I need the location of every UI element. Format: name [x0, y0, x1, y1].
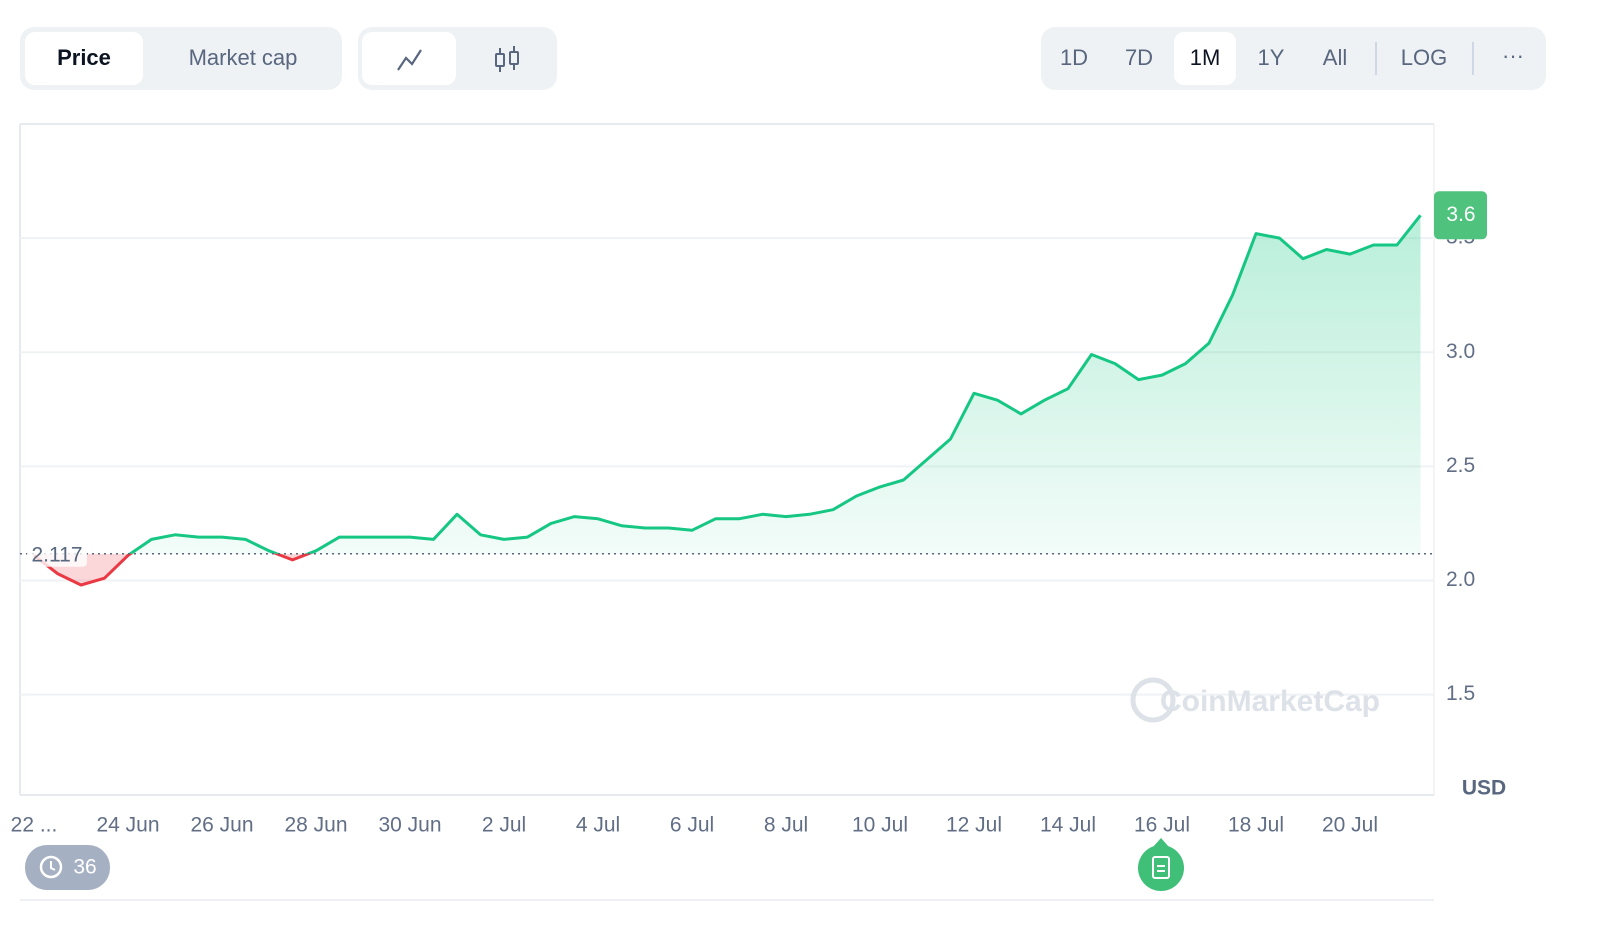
- y-tick-label: 2.5: [1446, 454, 1475, 477]
- range-1m[interactable]: 1M: [1190, 45, 1221, 70]
- x-tick-label: 24 Jun: [96, 814, 159, 837]
- line-icon: [397, 49, 422, 71]
- news-marker[interactable]: [1138, 838, 1184, 891]
- x-tick-label: 6 Jul: [670, 814, 714, 837]
- range-1d[interactable]: 1D: [1060, 45, 1088, 70]
- x-tick-label: 22 ...: [11, 814, 58, 837]
- range-7d[interactable]: 7D: [1125, 45, 1153, 70]
- tab-selected[interactable]: [25, 32, 143, 85]
- y-tick-label: 1.5: [1446, 682, 1475, 705]
- log-toggle[interactable]: LOG: [1401, 45, 1447, 70]
- range-1y[interactable]: 1Y: [1258, 45, 1285, 70]
- range-selected[interactable]: [1174, 32, 1236, 85]
- clock-hand: [50, 861, 56, 871]
- x-tick-label: 20 Jul: [1322, 814, 1378, 837]
- tab-price[interactable]: Price: [57, 45, 111, 70]
- clock-icon: [39, 855, 63, 879]
- x-tick-label: 4 Jul: [576, 814, 620, 837]
- more-button[interactable]: ···: [1502, 43, 1524, 68]
- doc-icon: [1152, 856, 1170, 879]
- x-tick-label: 8 Jul: [764, 814, 808, 837]
- current-price-label: 3.6: [1446, 203, 1475, 226]
- x-tick-label: 16 Jul: [1134, 814, 1190, 837]
- x-tick-label: 26 Jun: [190, 814, 253, 837]
- range-group: 1D 7D 1M 1Y All LOG ···: [1041, 27, 1546, 90]
- history-badge[interactable]: 36: [25, 845, 110, 890]
- tab-market-cap[interactable]: Market cap: [189, 45, 298, 70]
- badge-bg[interactable]: [25, 845, 110, 890]
- x-tick-label: 10 Jul: [852, 814, 908, 837]
- x-tick-label: 18 Jul: [1228, 814, 1284, 837]
- price-line-up: [127, 214, 1422, 554]
- tab-group: Price Market cap: [20, 27, 342, 90]
- x-tick-label: 2 Jul: [482, 814, 526, 837]
- baseline-label-bg: [27, 540, 87, 567]
- y-tick-label: 2.0: [1446, 568, 1475, 591]
- x-tick-label: 12 Jul: [946, 814, 1002, 837]
- x-tick-label: 30 Jun: [378, 814, 441, 837]
- watermark: CoinMarketCap: [1160, 685, 1380, 718]
- current-price-badge: [1434, 191, 1487, 240]
- marks: 2.117 3.6: [20, 191, 1487, 587]
- area-up: [130, 215, 1421, 554]
- candle-icon[interactable]: [495, 46, 519, 72]
- x-tick-label: 28 Jun: [284, 814, 347, 837]
- currency-label: USD: [1462, 777, 1506, 800]
- range-all[interactable]: All: [1323, 45, 1347, 70]
- watermark-logo: [1130, 677, 1176, 723]
- range-bg: [1041, 27, 1546, 90]
- chart-type-group: [358, 27, 557, 90]
- x-tick-label: 14 Jul: [1040, 814, 1096, 837]
- baseline-label: 2.117: [32, 543, 83, 566]
- history-count: 36: [73, 856, 96, 879]
- y-tick-label: 3.0: [1446, 340, 1475, 363]
- line-type-button[interactable]: [362, 32, 456, 85]
- marker-circle[interactable]: [1138, 845, 1184, 891]
- marker-pin: [1153, 838, 1169, 847]
